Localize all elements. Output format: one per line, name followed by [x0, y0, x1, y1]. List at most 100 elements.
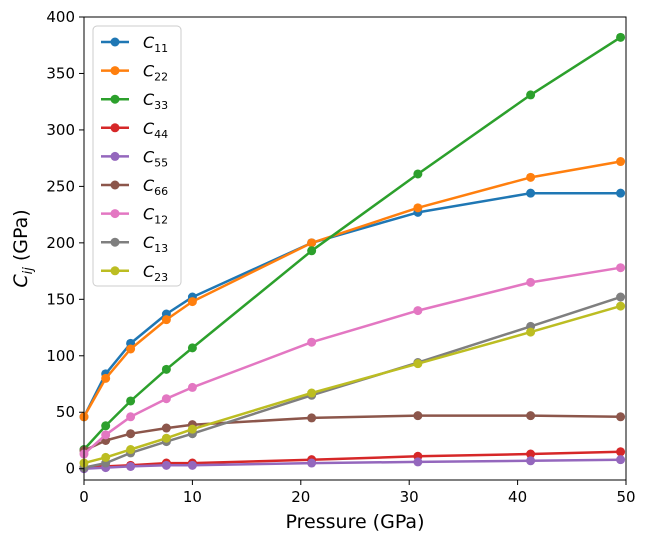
data-point: [187, 343, 197, 353]
legend-item: C12: [101, 205, 168, 227]
data-point: [126, 344, 136, 354]
x-tick-label: 10: [183, 488, 202, 506]
data-point: [307, 238, 317, 248]
data-point: [161, 423, 171, 433]
legend-marker: [110, 180, 120, 190]
series-C66: [79, 411, 626, 456]
y-tick-label: 150: [46, 290, 75, 308]
data-point: [616, 292, 626, 302]
plot-frame: [83, 16, 627, 481]
x-tick-label: 50: [616, 488, 635, 506]
legend-marker: [110, 151, 120, 161]
data-point: [413, 203, 423, 213]
legend-label: C11: [143, 33, 168, 55]
data-point: [126, 396, 136, 406]
data-point: [526, 90, 536, 100]
data-point: [616, 412, 626, 422]
data-point: [616, 447, 626, 457]
data-point: [101, 373, 111, 383]
data-point: [526, 327, 536, 337]
legend-item: C44: [101, 119, 168, 141]
data-point: [307, 246, 317, 256]
data-point: [161, 315, 171, 325]
legend-label: C66: [143, 176, 168, 198]
data-point: [126, 445, 136, 455]
legend-item: C55: [101, 147, 168, 169]
legend-item: C33: [101, 90, 168, 112]
data-point: [413, 457, 423, 467]
y-axis-title-main: C: [10, 274, 32, 288]
y-tick-label: 100: [46, 347, 75, 365]
legend-marker: [110, 237, 120, 247]
data-point: [187, 297, 197, 307]
data-point: [187, 460, 197, 470]
data-point: [616, 263, 626, 273]
data-point: [101, 421, 111, 431]
data-point: [307, 413, 317, 423]
y-axis-title-sub: ij: [21, 267, 36, 275]
legend-marker: [110, 37, 120, 47]
y-tick-label: 250: [46, 177, 75, 195]
legend-item: C13: [101, 233, 168, 255]
y-tick-label: 350: [46, 64, 75, 82]
data-point: [187, 382, 197, 392]
legend-label: C12: [143, 205, 168, 227]
legend-label: C13: [143, 233, 168, 255]
data-point: [526, 172, 536, 182]
data-point: [526, 188, 536, 198]
legend-item: C11: [101, 33, 168, 55]
x-axis-title: Pressure (GPa): [286, 511, 425, 533]
data-point: [126, 412, 136, 422]
legend-item: C22: [101, 62, 168, 84]
data-point: [307, 388, 317, 398]
data-point: [526, 277, 536, 287]
data-point: [126, 429, 136, 439]
y-tick-label: 0: [65, 460, 75, 478]
series-C55: [79, 455, 626, 474]
x-tick-label: 20: [291, 488, 310, 506]
tick-layer: 0 10 20 30 40 50 0 50 100 150 200 250 300 350 400: [46, 8, 635, 506]
legend-label: C22: [143, 62, 168, 84]
legend: C11 C22 C33 C44 C55 C66 C12 C13 C23: [92, 25, 182, 287]
x-tick-label: 0: [79, 488, 89, 506]
x-tick-label: 40: [508, 488, 527, 506]
series-C23: [79, 301, 626, 468]
data-point: [307, 458, 317, 468]
data-point: [413, 306, 423, 316]
data-point: [616, 188, 626, 198]
data-point: [126, 461, 136, 471]
data-point: [413, 359, 423, 369]
data-point: [616, 455, 626, 465]
x-tick-label: 30: [400, 488, 419, 506]
y-axis-title-unit: (GPa): [10, 209, 32, 267]
data-point: [526, 449, 536, 459]
series-layer: [79, 32, 626, 474]
y-tick-label: 200: [46, 234, 75, 252]
data-point: [413, 169, 423, 179]
series-C12: [79, 263, 626, 459]
legend-label: C55: [143, 147, 168, 169]
legend-label: C44: [143, 119, 168, 141]
legend-marker: [110, 94, 120, 104]
data-point: [616, 301, 626, 311]
y-tick-label: 50: [56, 403, 75, 421]
data-point: [187, 424, 197, 434]
data-point: [161, 433, 171, 443]
legend-box: [92, 25, 182, 287]
data-point: [161, 364, 171, 374]
legend-label: C33: [143, 90, 168, 112]
y-tick-label: 300: [46, 121, 75, 139]
data-point: [526, 456, 536, 466]
data-point: [413, 411, 423, 421]
data-point: [526, 411, 536, 421]
legend-item: C66: [101, 176, 168, 198]
y-axis-title: Cij (GPa): [10, 209, 36, 287]
data-point: [161, 394, 171, 404]
legend-marker: [110, 66, 120, 76]
data-point: [307, 337, 317, 347]
data-point: [101, 452, 111, 462]
data-point: [616, 157, 626, 167]
series-C22: [79, 157, 626, 422]
